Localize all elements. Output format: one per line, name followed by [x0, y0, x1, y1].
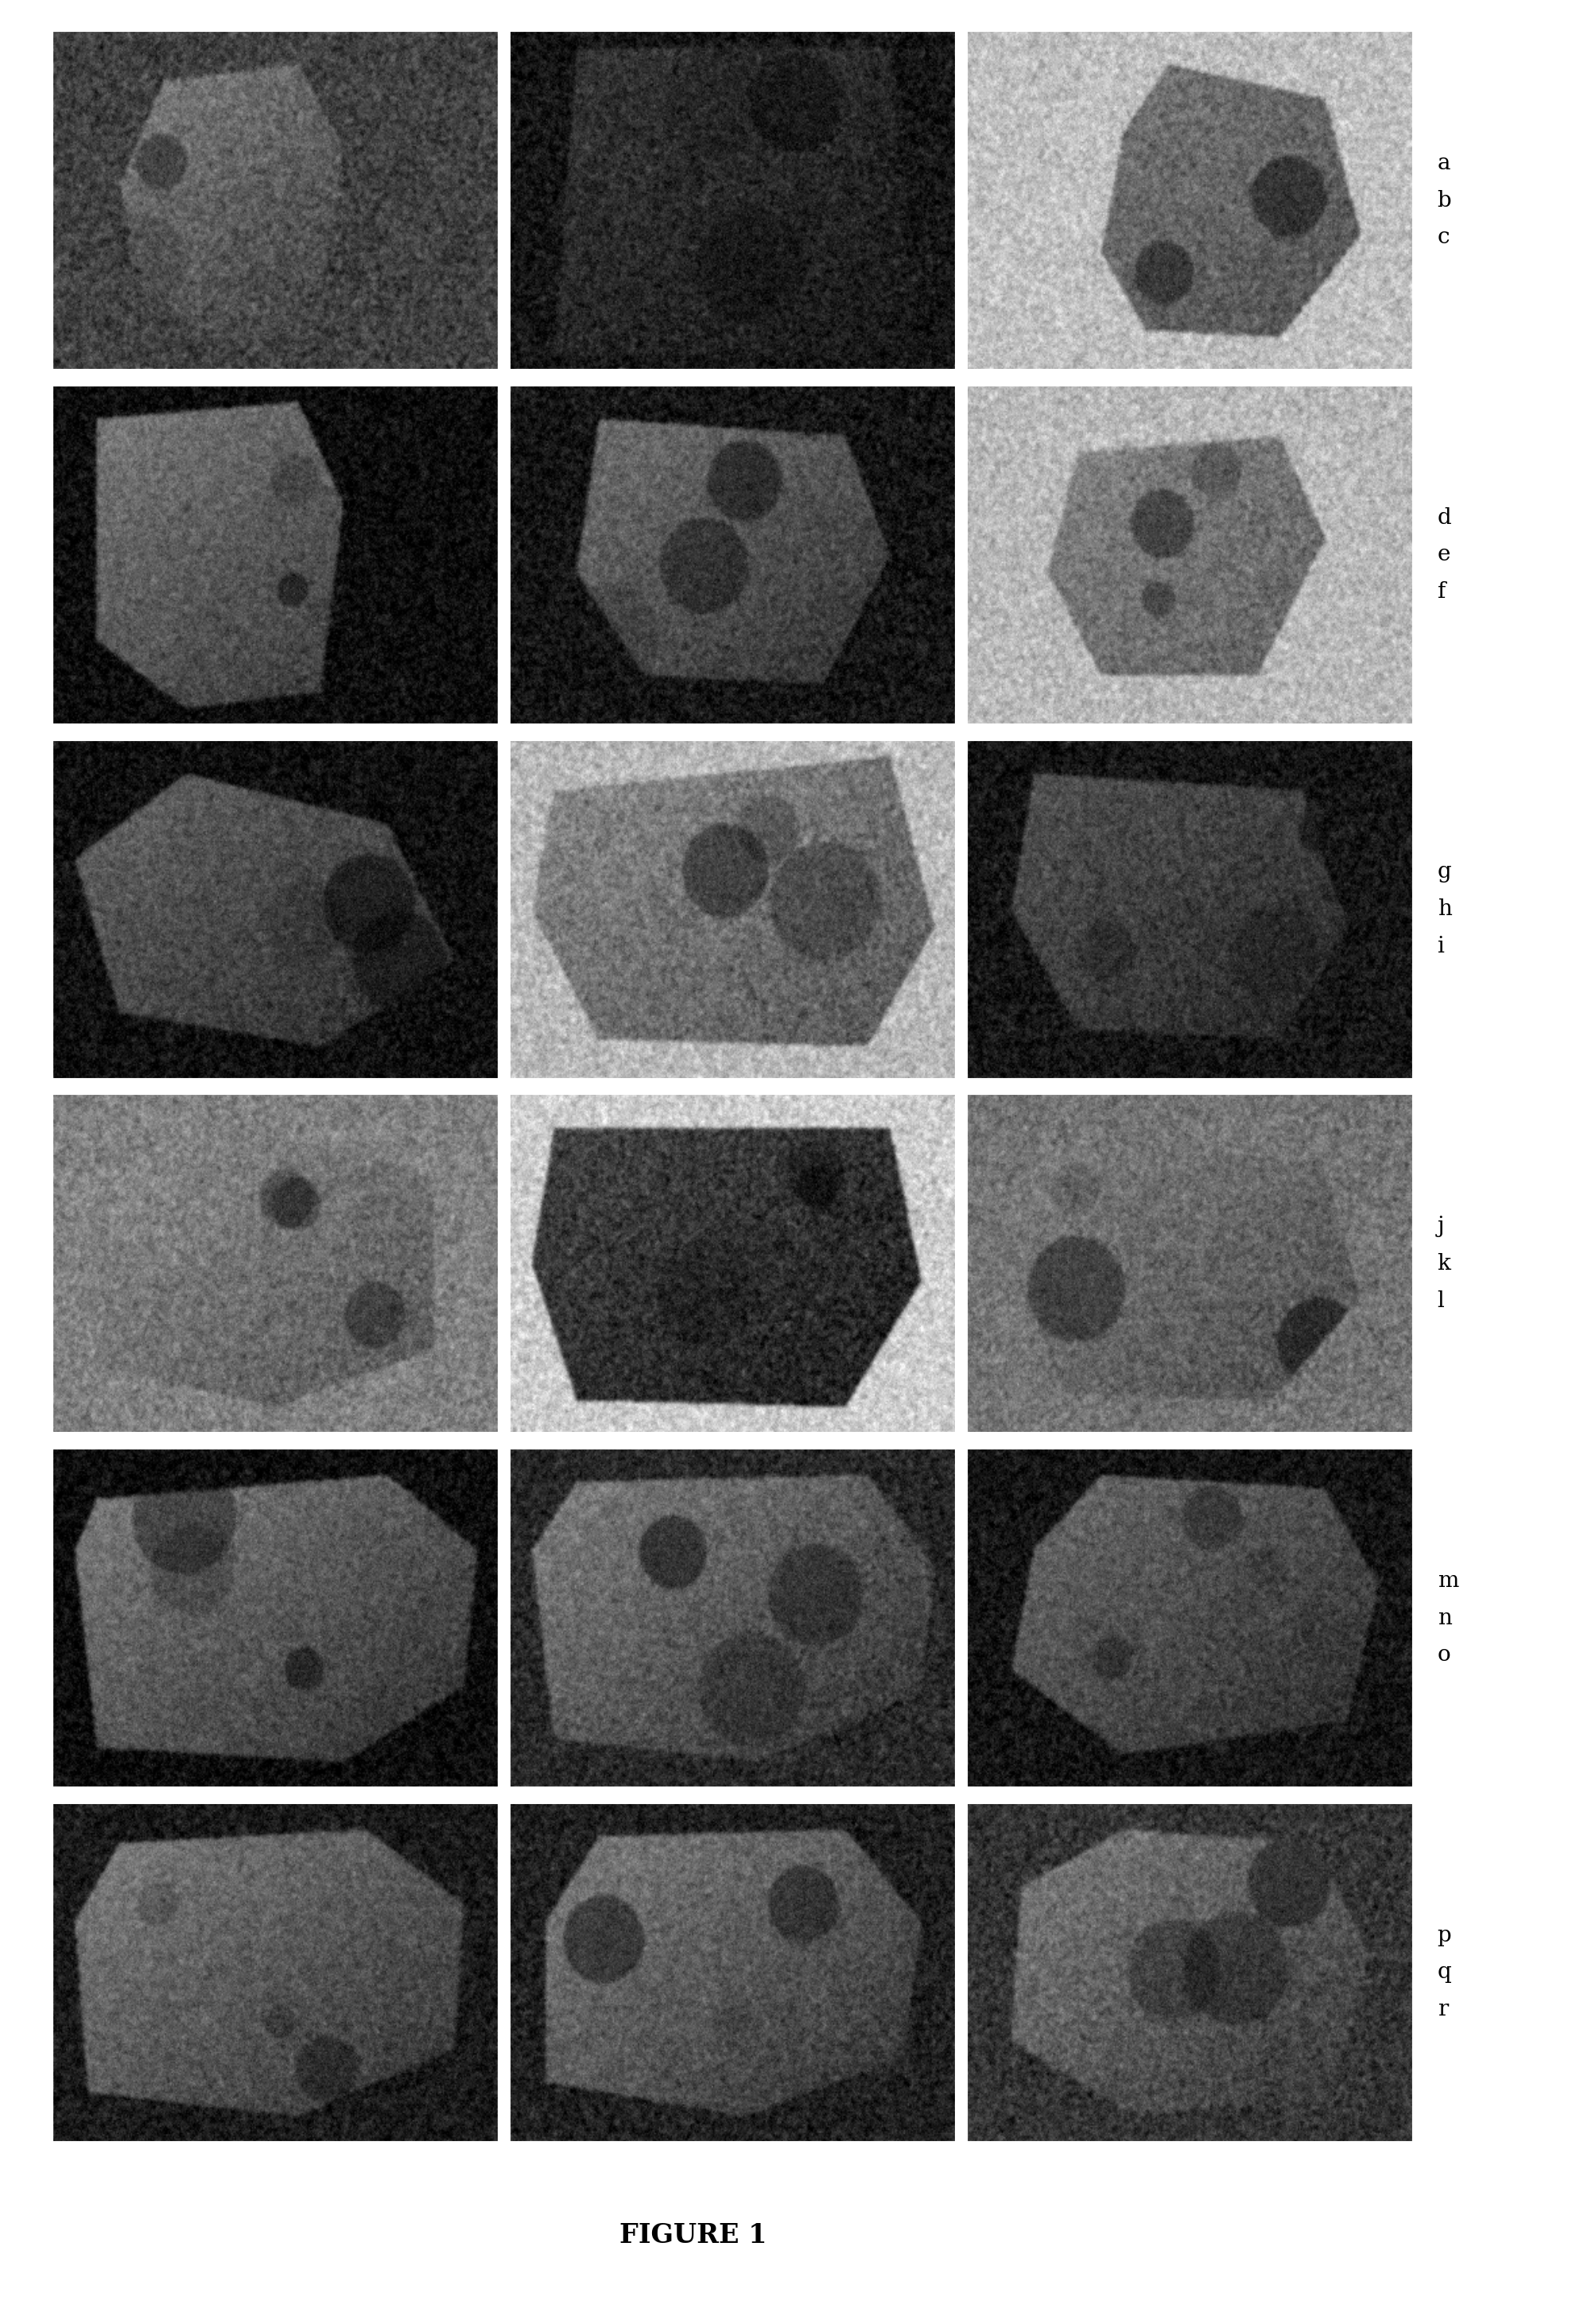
- Text: a: a: [1437, 153, 1450, 174]
- Text: e: e: [1437, 544, 1450, 565]
- Text: k: k: [1437, 1253, 1451, 1274]
- Text: m: m: [1437, 1571, 1458, 1592]
- Text: j: j: [1437, 1215, 1444, 1236]
- Text: h: h: [1437, 899, 1451, 920]
- Text: g: g: [1437, 862, 1451, 883]
- Text: p: p: [1437, 1924, 1451, 1945]
- Text: o: o: [1437, 1645, 1450, 1666]
- Text: l: l: [1437, 1290, 1444, 1311]
- Text: f: f: [1437, 581, 1445, 602]
- Text: FIGURE 1: FIGURE 1: [619, 2222, 768, 2250]
- Text: q: q: [1437, 1961, 1451, 1982]
- Text: c: c: [1437, 228, 1450, 249]
- Text: i: i: [1437, 937, 1444, 957]
- Text: n: n: [1437, 1608, 1451, 1629]
- Text: b: b: [1437, 191, 1451, 211]
- Text: r: r: [1437, 1999, 1448, 2020]
- Text: d: d: [1437, 507, 1451, 528]
